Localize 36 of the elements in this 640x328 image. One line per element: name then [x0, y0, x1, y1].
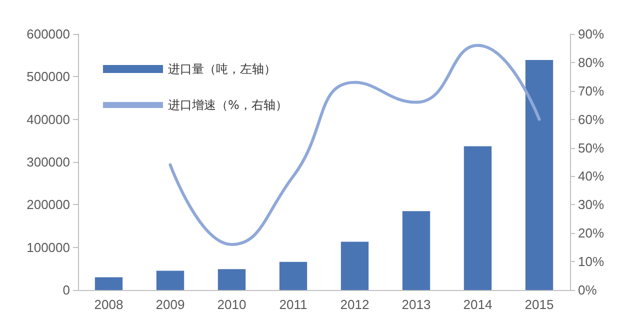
x-tick-label: 2008: [94, 297, 124, 312]
legend-label: 进口增速（%，右轴）: [168, 98, 288, 112]
y-tick-label: 0: [62, 282, 70, 298]
x-tick-label: 2014: [463, 297, 492, 312]
y2-tick-label: 50%: [578, 140, 604, 156]
bar: [525, 60, 554, 290]
x-tick-label: 2013: [402, 297, 431, 312]
bar: [340, 242, 369, 290]
y2-tick-label: 90%: [578, 26, 604, 42]
x-tick-label: 2015: [524, 297, 554, 312]
y2-tick-label: 30%: [578, 197, 604, 212]
bar: [94, 277, 123, 290]
y-tick-label: 100000: [26, 240, 70, 255]
y2-tick-label: 60%: [578, 112, 604, 127]
y2-tick-label: 70%: [578, 83, 604, 98]
y2-tick-label: 40%: [578, 168, 604, 184]
x-tick-label: 2009: [156, 297, 185, 312]
y-tick-label: 400000: [26, 112, 70, 127]
y-tick-label: 600000: [26, 26, 70, 42]
y-tick-label: 300000: [26, 154, 70, 170]
y-tick-label: 200000: [26, 197, 70, 212]
bar: [402, 211, 430, 290]
line-series: [168, 44, 541, 246]
x-tick-label: 2011: [279, 297, 308, 312]
y-tick-label: 500000: [26, 69, 70, 84]
y2-tick-label: 10%: [578, 254, 604, 270]
bar: [218, 269, 246, 290]
x-tick-label: 2012: [340, 297, 370, 312]
y2-tick-label: 80%: [578, 54, 604, 70]
legend-label: 进口量（吨，左轴）: [168, 62, 276, 76]
x-tick-label: 2010: [217, 297, 246, 312]
bar: [156, 270, 184, 290]
bar: [464, 146, 492, 290]
bar: [279, 262, 308, 290]
y2-tick-label: 0%: [578, 282, 598, 298]
y2-tick-label: 20%: [578, 226, 604, 241]
